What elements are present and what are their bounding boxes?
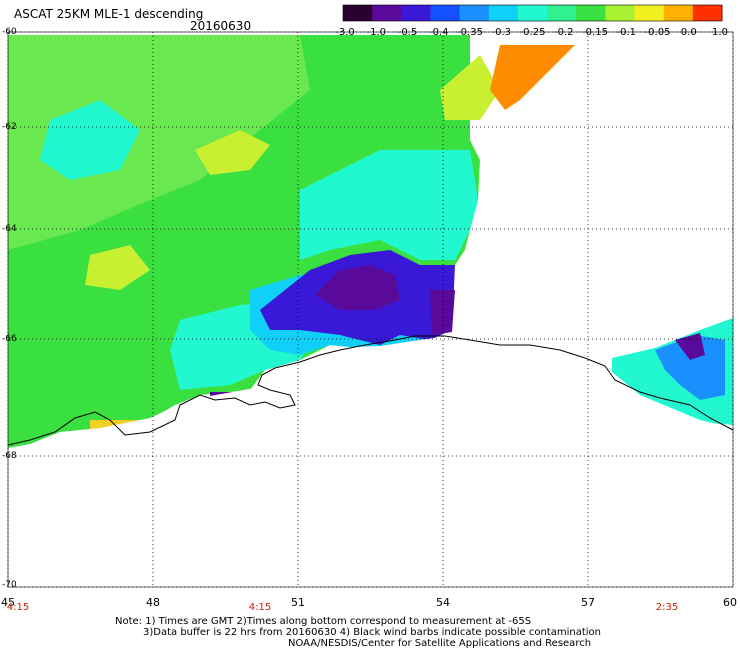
colorbar-label: -0.5 xyxy=(397,27,418,38)
coastline xyxy=(7,335,734,446)
plot-frame xyxy=(7,31,734,588)
colorbar-swatch xyxy=(401,5,431,21)
data-region-purple-core xyxy=(315,265,400,310)
note-line-1: Note: 1) Times are GMT 2)Times along bot… xyxy=(115,616,532,627)
time-label-3: 2:35 xyxy=(655,602,679,613)
colorbar-swatch xyxy=(517,5,548,21)
lon-label-60: 60 xyxy=(723,596,737,609)
lat-label-62: -62 xyxy=(2,122,17,132)
colorbar-swatch xyxy=(343,5,373,21)
colorbar-swatch xyxy=(488,5,519,21)
note-line-2: 3)Data buffer is 22 hrs from 20160630 4)… xyxy=(143,627,601,638)
time-label-2: 4:15 xyxy=(248,602,272,613)
data-region-east-purple xyxy=(675,333,705,360)
colorbar-swatch xyxy=(634,5,665,21)
colorbar-label: -0.4 xyxy=(428,27,449,38)
lat-label-70: -70 xyxy=(2,580,17,590)
colorbar-label: 0.0 xyxy=(680,27,697,38)
data-region-yellow-1 xyxy=(195,130,270,175)
lat-label-68: -68 xyxy=(2,451,17,461)
colorbar-label: -0.1 xyxy=(616,27,637,38)
colorbar-label: -0.35 xyxy=(457,27,483,38)
data-region-purple-edge xyxy=(430,290,455,335)
colorbar-label: -0.05 xyxy=(644,27,671,38)
colorbar xyxy=(342,4,723,22)
time-label-1: 4:15 xyxy=(6,602,30,613)
data-region-orange-ne xyxy=(490,45,575,110)
colorbar-swatch xyxy=(576,5,606,21)
lat-label-64: -64 xyxy=(2,224,17,234)
colorbar-label: -0.3 xyxy=(491,27,512,38)
colorbar-swatch xyxy=(430,5,461,21)
lon-label-54: 54 xyxy=(436,596,450,609)
wind-speed-field xyxy=(8,35,733,448)
colorbar-label: -0.2 xyxy=(553,27,574,38)
lat-label-60: -60 xyxy=(2,27,17,37)
colorbar-swatch xyxy=(372,5,402,21)
data-region-yellow-3 xyxy=(440,55,500,120)
lon-label-48: 48 xyxy=(146,596,160,609)
product-title: ASCAT 25KM MLE-1 descending xyxy=(14,7,204,21)
colorbar-swatch xyxy=(663,5,694,21)
lon-label-51: 51 xyxy=(291,596,305,609)
colorbar-frame xyxy=(342,4,723,22)
data-region-yellow-2 xyxy=(85,245,150,290)
colorbar-label: -0.15 xyxy=(582,27,608,38)
colorbar-label: -1.0 xyxy=(366,27,387,38)
colorbar-label: -0.25 xyxy=(519,27,546,38)
colorbar-swatch xyxy=(459,5,490,21)
colorbar-swatch xyxy=(547,5,577,21)
lon-label-57: 57 xyxy=(581,596,595,609)
colorbar-label: -3.0 xyxy=(335,27,355,38)
lat-label-66: -66 xyxy=(2,334,17,344)
colorbar-swatch xyxy=(605,5,636,21)
product-date: 20160630 xyxy=(190,19,252,33)
data-region-east-blue xyxy=(655,335,725,400)
land-mask xyxy=(8,335,733,587)
data-region-cyan-west xyxy=(40,100,140,180)
colorbar-label: 1.0 xyxy=(712,27,728,38)
data-region-cyan-east xyxy=(300,150,478,260)
lon-label-45: 45 xyxy=(1,596,15,609)
colorbar-swatch xyxy=(692,5,723,21)
data-region-west-lightgreen xyxy=(8,35,310,250)
note-line-3: NOAA/NESDIS/Center for Satellite Applica… xyxy=(288,638,592,649)
